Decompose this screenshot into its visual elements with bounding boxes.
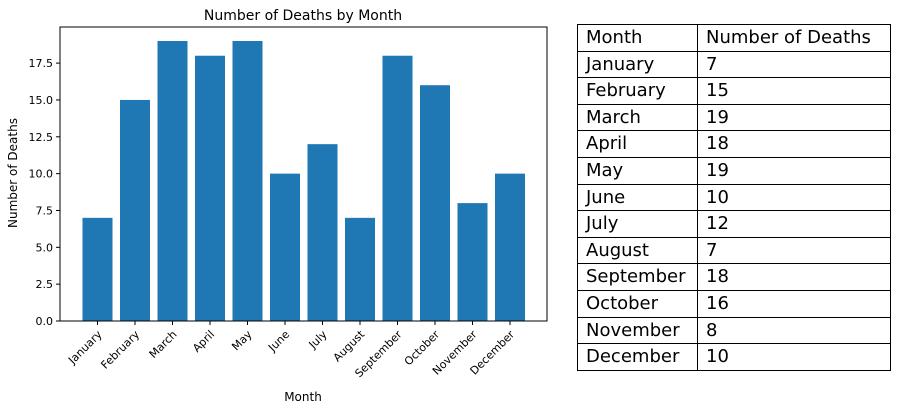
cell-month: September bbox=[577, 263, 698, 291]
cell-deaths: 19 bbox=[697, 103, 891, 132]
cell-deaths: 18 bbox=[697, 263, 891, 291]
cell-month: July bbox=[577, 210, 698, 238]
bar-december bbox=[495, 173, 525, 321]
header-deaths: Number of Deaths bbox=[697, 24, 891, 52]
y-tick-label: 12.5 bbox=[29, 131, 54, 144]
cell-month: May bbox=[577, 156, 698, 185]
bar-april bbox=[195, 55, 225, 321]
x-tick-label-april: April bbox=[190, 328, 217, 355]
bar-august bbox=[345, 217, 375, 321]
x-tick-label-june: June bbox=[265, 328, 292, 355]
x-tick-label-august: August bbox=[331, 327, 368, 364]
cell-month: February bbox=[577, 77, 698, 105]
cell-deaths: 7 bbox=[697, 236, 891, 265]
table-row: December 10 bbox=[577, 343, 891, 371]
table-row: October 16 bbox=[577, 289, 891, 318]
table-row: April 18 bbox=[577, 130, 891, 158]
data-table: Month Number of Deaths January 7 February 1… bbox=[577, 24, 891, 371]
bar-may bbox=[232, 41, 263, 321]
cell-deaths: 8 bbox=[697, 316, 891, 345]
cell-deaths: 19 bbox=[697, 156, 891, 185]
y-tick-label: 5.0 bbox=[36, 241, 54, 254]
cell-month: January bbox=[577, 50, 698, 79]
table-row: September 18 bbox=[577, 263, 891, 291]
table-row: March 19 bbox=[577, 103, 891, 132]
table-row: May 19 bbox=[577, 156, 891, 185]
cell-month: December bbox=[577, 343, 698, 371]
cell-month: March bbox=[577, 103, 698, 132]
bar-september bbox=[382, 55, 413, 321]
cell-deaths: 15 bbox=[697, 77, 891, 105]
bar-march bbox=[157, 41, 188, 321]
x-tick-label-may: May bbox=[229, 328, 255, 354]
y-axis-ticks: 0.0 2.5 5.0 7.5 10.0 12.5 15.0 17.5 bbox=[29, 57, 60, 328]
y-tick-label: 15.0 bbox=[29, 94, 54, 107]
table-row: November 8 bbox=[577, 316, 891, 345]
bar-november bbox=[457, 203, 488, 321]
cell-month: April bbox=[577, 130, 698, 158]
y-tick-label: 0.0 bbox=[36, 315, 54, 328]
table-row: June 10 bbox=[577, 183, 891, 212]
cell-deaths: 18 bbox=[697, 130, 891, 158]
y-tick-label: 17.5 bbox=[29, 57, 54, 70]
cell-month: November bbox=[577, 316, 698, 345]
cell-deaths: 7 bbox=[697, 50, 891, 79]
y-tick-label: 2.5 bbox=[36, 278, 54, 291]
cell-month: June bbox=[577, 183, 698, 212]
bar-february bbox=[120, 99, 150, 322]
bar-january bbox=[82, 217, 113, 321]
x-tick-label-july: July bbox=[306, 328, 330, 352]
bar-october bbox=[420, 85, 450, 321]
cell-deaths: 16 bbox=[697, 289, 891, 318]
y-axis-label: Number of Deaths bbox=[6, 118, 20, 228]
cell-deaths: 12 bbox=[697, 210, 891, 238]
table-header-row: Month Number of Deaths bbox=[577, 24, 891, 52]
table-row: January 7 bbox=[577, 50, 891, 79]
bar-july bbox=[307, 144, 338, 321]
header-month: Month bbox=[577, 24, 698, 52]
table-row: February 15 bbox=[577, 77, 891, 105]
cell-deaths: 10 bbox=[697, 343, 891, 371]
cell-deaths: 10 bbox=[697, 183, 891, 212]
x-axis-label: Month bbox=[284, 390, 322, 404]
cell-month: August bbox=[577, 236, 698, 265]
table-body: January 7 February 15 March 19 April 18 May 19 Jun… bbox=[577, 50, 891, 371]
table-row: July 12 bbox=[577, 210, 891, 238]
chart-title: Number of Deaths by Month bbox=[204, 8, 402, 24]
x-tick-label-february: February bbox=[98, 328, 142, 372]
y-tick-label: 10.0 bbox=[29, 168, 54, 181]
y-tick-label: 7.5 bbox=[36, 204, 54, 217]
cell-month: October bbox=[577, 289, 698, 318]
bar-chart: Number of Deaths by Month Number of Deat… bbox=[6, 8, 548, 404]
table-row: August 7 bbox=[577, 236, 891, 265]
x-tick-label-march: March bbox=[147, 328, 180, 361]
bar-series bbox=[82, 41, 525, 322]
plot-frame bbox=[59, 26, 548, 322]
bar-june bbox=[270, 173, 300, 321]
